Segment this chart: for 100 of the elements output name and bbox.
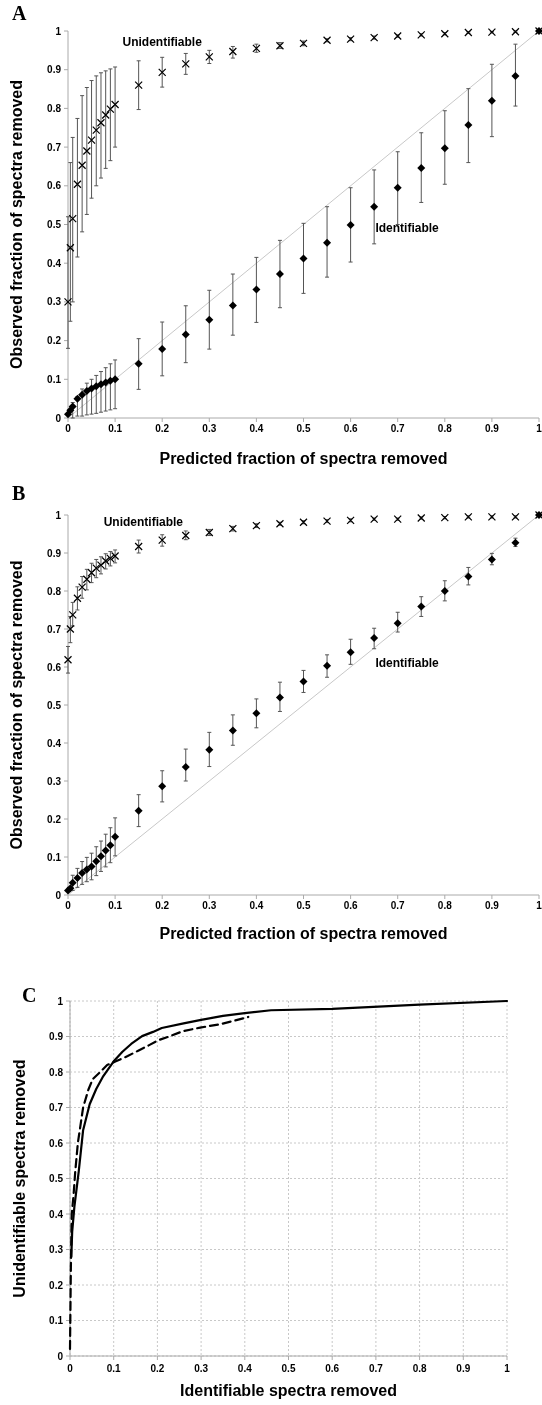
point bbox=[440, 144, 449, 153]
y-tick-label: 0 bbox=[55, 412, 62, 424]
point bbox=[252, 709, 261, 718]
x-tick-label: 0.9 bbox=[456, 1363, 471, 1374]
y-tick-label: 0.9 bbox=[49, 1031, 64, 1042]
y-tick-label: 0.9 bbox=[47, 547, 62, 559]
x-tick-label: 0.3 bbox=[194, 1363, 209, 1374]
x-tick-label: 0 bbox=[65, 423, 72, 434]
point bbox=[111, 100, 120, 109]
point bbox=[87, 568, 96, 577]
point bbox=[87, 862, 96, 871]
point bbox=[92, 382, 101, 391]
y-tick-label: 0.3 bbox=[47, 775, 62, 787]
point bbox=[73, 394, 82, 403]
series-label: Unidentifiable bbox=[122, 35, 203, 50]
point bbox=[370, 634, 379, 643]
point bbox=[78, 583, 87, 592]
point bbox=[158, 345, 167, 354]
point bbox=[96, 561, 106, 570]
x-tick-label: 1 bbox=[536, 900, 542, 911]
point bbox=[68, 402, 77, 411]
x-tick-label: 0.4 bbox=[237, 1363, 253, 1374]
chart-title: A bbox=[12, 2, 27, 24]
point bbox=[393, 183, 402, 192]
point bbox=[346, 220, 355, 229]
point bbox=[134, 806, 143, 815]
point bbox=[275, 270, 284, 279]
point bbox=[92, 125, 101, 135]
point bbox=[63, 655, 73, 664]
point bbox=[73, 594, 82, 603]
point bbox=[134, 359, 143, 368]
point bbox=[464, 572, 473, 581]
point bbox=[101, 110, 110, 120]
chart-title: B bbox=[12, 482, 26, 504]
point bbox=[73, 873, 82, 882]
y-tick-label: 0.8 bbox=[49, 1066, 64, 1078]
point bbox=[299, 677, 308, 686]
y-tick-label: 0.1 bbox=[47, 373, 62, 385]
x-tick-label: 0 bbox=[67, 1363, 74, 1374]
y-tick-label: 0.8 bbox=[47, 102, 62, 114]
y-tick-label: 0.5 bbox=[47, 219, 62, 230]
y-tick-label: 0.3 bbox=[49, 1244, 64, 1255]
point bbox=[275, 693, 284, 702]
point bbox=[181, 59, 190, 68]
point bbox=[228, 301, 237, 310]
point bbox=[181, 762, 190, 771]
y-tick-label: 0.6 bbox=[47, 661, 62, 673]
y-tick-label: 0 bbox=[55, 889, 62, 901]
x-tick-label: 0.7 bbox=[368, 1363, 384, 1374]
y-tick-label: 0.2 bbox=[47, 813, 62, 825]
series-label: Identifiable bbox=[375, 221, 440, 236]
x-axis-title: Predicted fraction of spectra removed bbox=[159, 925, 448, 942]
x-tick-label: 0.8 bbox=[412, 1363, 427, 1374]
point bbox=[92, 857, 101, 866]
y-tick-label: 1 bbox=[57, 995, 64, 1007]
y-tick-label: 0.2 bbox=[47, 335, 62, 347]
point bbox=[78, 868, 87, 877]
point bbox=[111, 832, 120, 841]
point bbox=[66, 624, 75, 634]
x-tick-label: 1 bbox=[536, 423, 542, 434]
point bbox=[323, 238, 332, 247]
series-label: Unidentifiable bbox=[103, 515, 184, 530]
point bbox=[417, 164, 426, 172]
y-tick-label: 0.5 bbox=[47, 699, 62, 711]
x-tick-label: 0.5 bbox=[296, 423, 311, 434]
point bbox=[82, 146, 91, 156]
point bbox=[78, 161, 87, 170]
point bbox=[82, 386, 91, 395]
point bbox=[87, 384, 96, 393]
y-tick-label: 0.3 bbox=[47, 296, 62, 308]
y-tick-label: 0.7 bbox=[49, 1102, 64, 1113]
point bbox=[134, 81, 143, 90]
point bbox=[417, 602, 426, 611]
x-tick-label: 0.3 bbox=[202, 423, 217, 434]
chart-title: C bbox=[22, 984, 37, 1006]
point bbox=[82, 865, 91, 874]
point bbox=[82, 575, 91, 584]
point bbox=[66, 243, 75, 252]
x-tick-label: 1 bbox=[504, 1363, 511, 1374]
y-tick-label: 0.6 bbox=[49, 1137, 64, 1149]
point bbox=[63, 297, 73, 306]
point bbox=[205, 745, 214, 754]
point bbox=[68, 214, 77, 223]
point bbox=[73, 180, 82, 189]
point bbox=[106, 841, 115, 850]
y-axis-title: Observed fraction of spectra removed bbox=[8, 80, 25, 369]
y-axis-title: Observed fraction of spectra removed bbox=[8, 560, 25, 850]
point bbox=[96, 380, 105, 389]
point bbox=[106, 554, 115, 563]
point bbox=[101, 846, 110, 855]
point bbox=[440, 587, 449, 595]
y-tick-label: 0.8 bbox=[47, 585, 62, 597]
x-tick-label: 0.5 bbox=[296, 900, 311, 911]
point bbox=[106, 105, 115, 114]
y-tick-label: 0.4 bbox=[49, 1208, 64, 1220]
point bbox=[158, 782, 167, 791]
point bbox=[96, 118, 106, 127]
point bbox=[370, 202, 379, 211]
x-tick-label: 0.6 bbox=[343, 423, 358, 434]
point bbox=[228, 726, 237, 735]
